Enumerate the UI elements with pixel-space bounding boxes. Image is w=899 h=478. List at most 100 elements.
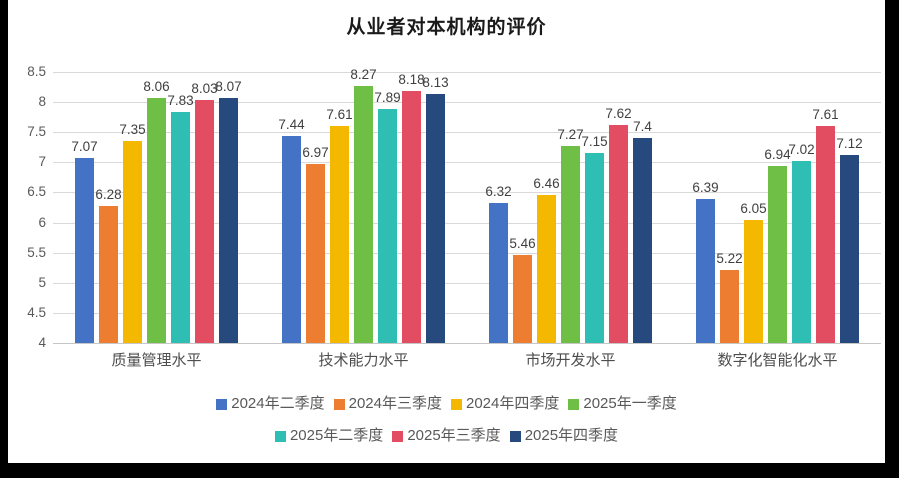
bar <box>609 124 628 343</box>
legend-item: 2025年三季度 <box>392 427 501 445</box>
bar-value-label: 8.18 <box>398 72 425 88</box>
bar-value-label: 8.06 <box>143 79 170 95</box>
y-axis-tick-label: 8.5 <box>27 64 46 79</box>
bar-value-label: 8.03 <box>191 81 218 97</box>
bar <box>219 97 238 343</box>
y-axis-tick-label: 7 <box>38 154 46 170</box>
legend-swatch-icon <box>451 398 462 410</box>
gridline <box>53 312 881 314</box>
y-axis-tick-label: 5 <box>38 274 46 290</box>
black-border-bottom <box>0 463 899 478</box>
legend-row-1: 2024年二季度 2024年三季度 2024年四季度 2025年一季度 <box>8 395 885 413</box>
legend-label: 2024年三季度 <box>348 395 442 412</box>
bar <box>354 85 373 343</box>
bar-value-label: 7.15 <box>581 134 608 150</box>
bar-value-label: 8.07 <box>215 78 242 94</box>
bar <box>537 194 556 343</box>
x-axis-category-label: 质量管理水平 <box>111 352 202 369</box>
bar <box>426 94 445 343</box>
bar-value-label: 6.28 <box>95 186 122 202</box>
bar-value-label: 7.12 <box>836 136 863 152</box>
y-axis-tick-label: 4.5 <box>27 304 46 320</box>
bar-value-label: 7.44 <box>278 116 305 132</box>
bar <box>402 91 421 343</box>
bar <box>306 164 325 343</box>
black-border-right <box>885 0 899 478</box>
bar <box>171 112 190 343</box>
bar <box>75 158 94 343</box>
bar-value-label: 6.32 <box>485 184 512 200</box>
chart-title: 从业者对本机构的评价 <box>346 17 547 38</box>
x-axis-category-label: 技术能力水平 <box>318 352 409 369</box>
legend-item: 2024年四季度 <box>451 395 559 413</box>
bar <box>99 205 118 343</box>
legend-item: 2024年二季度 <box>216 395 325 413</box>
legend-label: 2025年四季度 <box>524 427 619 444</box>
bar <box>840 155 859 343</box>
bar <box>744 219 763 343</box>
bar <box>195 100 214 343</box>
gridline <box>53 222 881 224</box>
bar <box>816 125 835 343</box>
bar <box>720 269 739 343</box>
bar <box>561 146 580 343</box>
bar <box>147 98 166 343</box>
y-axis-tick-label: 6 <box>38 214 46 230</box>
legend-row-2: 2025年二季度 2025年三季度 2025年四季度 <box>8 427 885 445</box>
legend-item: 2025年四季度 <box>509 427 619 445</box>
gridline <box>53 102 881 104</box>
bar-value-label: 6.39 <box>692 180 719 196</box>
gridline <box>53 132 881 134</box>
bar-value-label: 7.4 <box>633 119 652 135</box>
black-border-left <box>0 0 8 478</box>
legend-swatch-icon <box>333 398 345 410</box>
legend-swatch-icon <box>509 430 521 442</box>
legend-item: 2024年三季度 <box>333 395 442 413</box>
legend-swatch-icon <box>392 430 404 442</box>
bar-value-label: 7.35 <box>119 122 146 138</box>
bar-value-label: 7.62 <box>605 105 632 121</box>
legend-swatch-icon <box>274 430 286 442</box>
bar-value-label: 8.13 <box>422 75 449 91</box>
x-axis-line <box>53 343 881 344</box>
bar <box>633 138 652 343</box>
y-axis-tick-label: 7.5 <box>27 124 46 140</box>
legend-swatch-icon <box>568 398 580 410</box>
bar-value-label: 7.02 <box>788 142 815 158</box>
bar <box>282 135 301 343</box>
bar <box>123 141 142 343</box>
gridline <box>53 192 881 194</box>
legend-label: 2024年二季度 <box>231 395 325 412</box>
gridline <box>53 282 881 284</box>
bar-value-label: 7.27 <box>557 127 584 143</box>
y-axis-tick-label: 4 <box>38 335 46 350</box>
bar-value-label: 6.97 <box>302 145 329 161</box>
bar-value-label: 8.27 <box>350 66 377 82</box>
bar-chart: 从业者对本机构的评价 8.5 8 7.5 7 6.5 6 5.5 5 4.5 4 7.07 6.28 7… <box>8 0 885 463</box>
gridline <box>53 162 881 164</box>
bar-value-label: 7.61 <box>812 106 839 122</box>
bar-value-label: 7.83 <box>167 93 194 109</box>
bar <box>513 255 532 343</box>
legend-item: 2025年二季度 <box>274 427 384 445</box>
bar <box>378 108 397 343</box>
bar <box>768 165 787 343</box>
bar-value-label: 6.46 <box>533 175 560 191</box>
bar-value-label: 6.05 <box>740 200 767 216</box>
bar-value-label: 7.07 <box>71 139 98 155</box>
bar <box>792 161 811 343</box>
x-axis-category-label: 数字化智能化水平 <box>717 352 838 369</box>
bar <box>489 203 508 343</box>
legend-label: 2025年一季度 <box>583 395 677 412</box>
bar-value-label: 7.89 <box>374 89 401 105</box>
legend-swatch-icon <box>216 398 228 410</box>
legend-label: 2025年三季度 <box>407 427 501 444</box>
y-axis-tick-label: 8 <box>38 94 46 110</box>
legend-label: 2024年四季度 <box>466 395 560 412</box>
bar-value-label: 7.61 <box>326 106 353 122</box>
gridline <box>53 72 881 73</box>
y-axis-tick-label: 6.5 <box>27 184 46 200</box>
legend-label: 2025年二季度 <box>289 427 384 444</box>
gridline <box>53 252 881 254</box>
